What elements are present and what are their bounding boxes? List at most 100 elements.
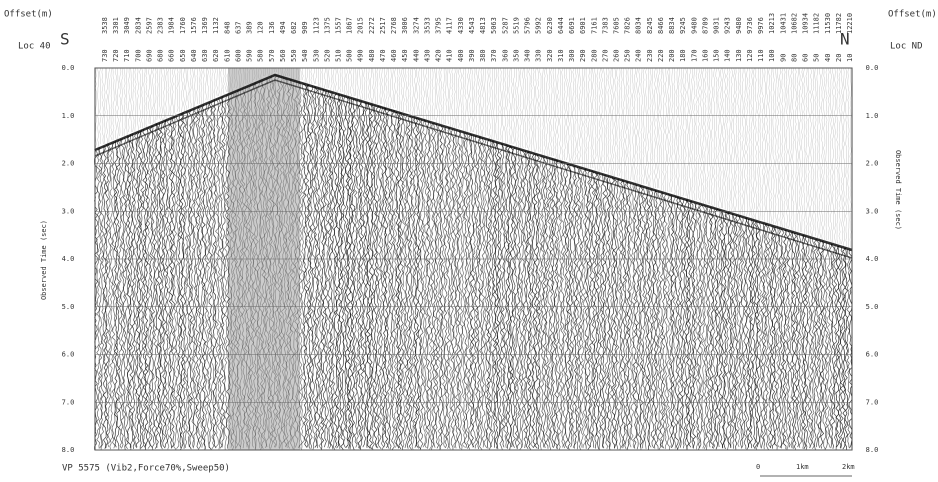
- station-label: 400: [457, 49, 465, 62]
- station-label: 200: [668, 49, 676, 62]
- offset-label: 2834: [134, 17, 142, 34]
- offset-label: 3049: [123, 17, 131, 34]
- station-label: 580: [257, 49, 265, 62]
- offset-label: 909: [301, 21, 309, 34]
- offset-label: 11182: [813, 13, 821, 34]
- station-label: 330: [535, 49, 543, 62]
- station-label: 110: [757, 49, 765, 62]
- offset-label: 9976: [757, 17, 765, 34]
- station-label: 100: [768, 49, 776, 62]
- station-label: 720: [112, 49, 120, 62]
- offset-label: 8466: [657, 17, 665, 34]
- station-label: 270: [601, 49, 609, 62]
- station-label: 640: [190, 49, 198, 62]
- offset-label: 5796: [524, 17, 532, 34]
- offset-label: 4117: [446, 17, 454, 34]
- y-tick-label: 0.0: [62, 64, 75, 72]
- offset-label: 10431: [779, 13, 787, 34]
- station-label: 370: [490, 49, 498, 62]
- offset-label: 637: [234, 21, 242, 34]
- station-label: 680: [157, 49, 165, 62]
- offset-label: 8245: [646, 17, 654, 34]
- station-label: 10: [846, 54, 854, 62]
- station-label: 540: [301, 49, 309, 62]
- station-label: 730: [101, 49, 109, 62]
- scale-label: 2km: [842, 463, 855, 471]
- station-label: 390: [468, 49, 476, 62]
- y-tick-label: 5.0: [62, 303, 75, 311]
- station-label: 180: [679, 49, 687, 62]
- direction-label: S: [60, 30, 70, 49]
- location-label: Loc ND: [890, 42, 923, 52]
- station-label: 650: [179, 49, 187, 62]
- station-label: 360: [501, 49, 509, 62]
- offset-label: 3274: [412, 17, 420, 34]
- station-label: 470: [379, 49, 387, 62]
- station-label: 40: [824, 54, 832, 62]
- y-tick-label: 4.0: [866, 255, 879, 263]
- station-label: 260: [612, 49, 620, 62]
- offset-label: 1123: [312, 17, 320, 34]
- station-label: 120: [746, 49, 754, 62]
- offset-label: 3301: [112, 17, 120, 34]
- offset-label: 2597: [145, 17, 153, 34]
- offset-label: 1760: [179, 17, 187, 34]
- offset-label: 8034: [635, 17, 643, 34]
- offset-label: 5063: [490, 17, 498, 34]
- station-label: 150: [713, 49, 721, 62]
- offset-label: 1369: [201, 17, 209, 34]
- station-label: 570: [268, 49, 276, 62]
- offset-label: 3006: [401, 17, 409, 34]
- y-tick-label: 3.0: [62, 207, 75, 215]
- station-label: 170: [690, 49, 698, 62]
- offset-label: 11782: [835, 13, 843, 34]
- station-label: 410: [446, 49, 454, 62]
- offset-label: 2517: [379, 17, 387, 34]
- offset-label: 8709: [701, 17, 709, 34]
- y-tick-label: 7.0: [866, 398, 879, 406]
- offset-label: 9245: [679, 17, 687, 34]
- y-tick-label: 8.0: [62, 446, 75, 454]
- offset-label: 4330: [457, 17, 465, 34]
- offset-label: 7161: [590, 17, 598, 34]
- station-label: 20: [835, 54, 843, 62]
- station-label: 380: [479, 49, 487, 62]
- offset-label: 3795: [435, 17, 443, 34]
- y-tick-label: 4.0: [62, 255, 75, 263]
- offset-label: 9031: [713, 17, 721, 34]
- offset-label: 10682: [790, 13, 798, 34]
- offset-label: 5992: [535, 17, 543, 34]
- station-label: 420: [435, 49, 443, 62]
- station-label: 350: [512, 49, 520, 62]
- y-tick-label: 1.0: [866, 112, 879, 120]
- offset-label: 9480: [690, 17, 698, 34]
- offset-label: 7826: [624, 17, 632, 34]
- offset-label: 7605: [612, 17, 620, 34]
- station-label: 50: [813, 54, 821, 62]
- y-tick-label: 6.0: [866, 351, 879, 359]
- y-tick-label: 2.0: [866, 160, 879, 168]
- caption: VP 5575 (Vib2,Force70%,Sweep50): [62, 464, 230, 474]
- station-label: 250: [624, 49, 632, 62]
- y-tick-label: 5.0: [866, 303, 879, 311]
- offset-label: 682: [290, 21, 298, 34]
- station-label: 520: [323, 49, 331, 62]
- offset-label: 7383: [601, 17, 609, 34]
- station-label: 510: [335, 49, 343, 62]
- station-label: 560: [279, 49, 287, 62]
- station-label: 620: [212, 49, 220, 62]
- station-label: 160: [701, 49, 709, 62]
- offset-label: 12210: [846, 13, 854, 34]
- station-label: 710: [123, 49, 131, 62]
- offset-label: 1576: [190, 17, 198, 34]
- offset-label: 10934: [802, 13, 810, 34]
- offset-label: 848: [223, 21, 231, 34]
- offset-label: 120: [257, 21, 265, 34]
- offset-label: 494: [279, 21, 287, 34]
- station-label: 610: [223, 49, 231, 62]
- station-label: 310: [557, 49, 565, 62]
- offset-label: 5519: [512, 17, 520, 34]
- offset-label: 9480: [735, 17, 743, 34]
- offset-label: 2383: [157, 17, 165, 34]
- offset-label: 3538: [101, 17, 109, 34]
